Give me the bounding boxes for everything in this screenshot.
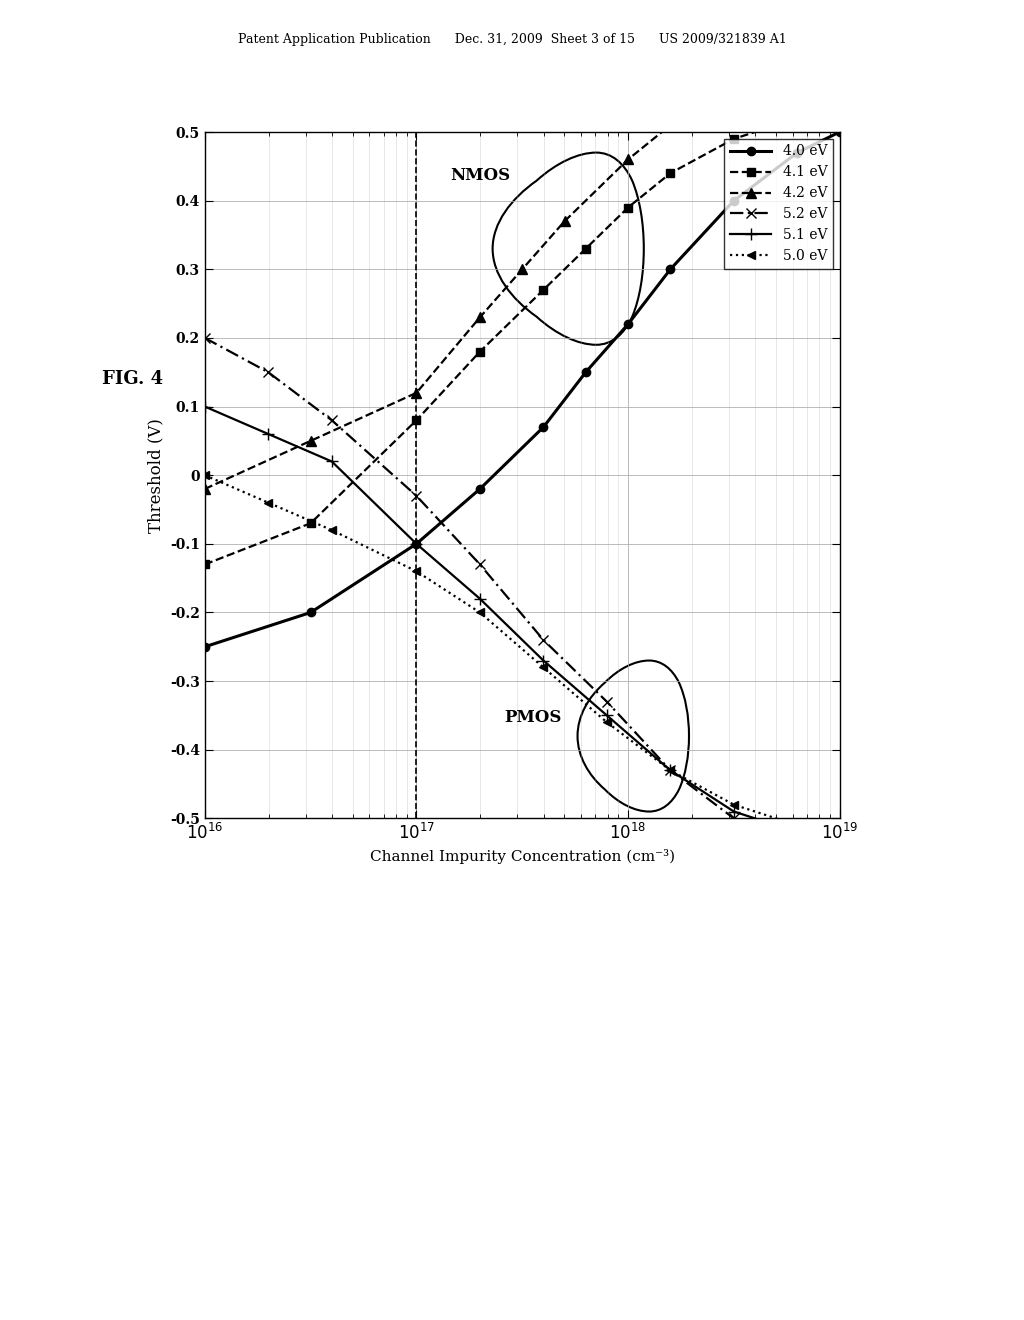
4.2 eV xyxy=(411,385,423,401)
4.1 eV xyxy=(538,282,550,298)
Y-axis label: Threshold (V): Threshold (V) xyxy=(147,417,165,533)
4.2 eV xyxy=(558,214,570,230)
Text: PMOS: PMOS xyxy=(504,709,561,726)
5.0 eV xyxy=(601,714,613,730)
4.1 eV xyxy=(580,240,592,256)
4.0 eV xyxy=(474,480,486,496)
4.1 eV xyxy=(304,515,316,531)
4.0 eV xyxy=(411,536,423,552)
5.1 eV xyxy=(792,824,804,840)
5.2 eV xyxy=(262,364,274,380)
4.1 eV xyxy=(622,199,634,215)
4.0 eV xyxy=(580,364,592,380)
X-axis label: Channel Impurity Concentration (cm⁻³): Channel Impurity Concentration (cm⁻³) xyxy=(370,849,675,863)
Line: 4.0 eV: 4.0 eV xyxy=(201,128,844,651)
Line: 4.1 eV: 4.1 eV xyxy=(201,100,844,569)
4.1 eV xyxy=(411,412,423,428)
4.1 eV xyxy=(728,131,740,147)
5.2 eV xyxy=(199,330,211,346)
4.0 eV xyxy=(622,317,634,333)
Text: FIG. 4: FIG. 4 xyxy=(102,370,164,388)
5.0 eV xyxy=(538,660,550,676)
5.2 eV xyxy=(601,694,613,710)
4.0 eV xyxy=(834,124,846,140)
5.0 eV xyxy=(728,797,740,813)
4.2 eV xyxy=(728,90,740,106)
5.0 eV xyxy=(411,564,423,579)
5.1 eV xyxy=(538,652,550,668)
4.1 eV xyxy=(665,165,677,181)
5.2 eV xyxy=(538,632,550,648)
4.1 eV xyxy=(199,557,211,573)
5.0 eV xyxy=(199,467,211,483)
4.2 eV xyxy=(516,261,528,277)
5.2 eV xyxy=(728,810,740,826)
5.1 eV xyxy=(834,838,846,854)
4.0 eV xyxy=(728,193,740,209)
4.1 eV xyxy=(474,343,486,359)
5.0 eV xyxy=(262,495,274,511)
Text: NMOS: NMOS xyxy=(450,168,510,183)
4.1 eV xyxy=(792,111,804,127)
4.0 eV xyxy=(665,261,677,277)
5.0 eV xyxy=(665,763,677,779)
5.1 eV xyxy=(199,399,211,414)
5.1 eV xyxy=(474,591,486,607)
5.1 eV xyxy=(411,536,423,552)
4.2 eV xyxy=(474,309,486,325)
Text: Patent Application Publication      Dec. 31, 2009  Sheet 3 of 15      US 2009/32: Patent Application Publication Dec. 31, … xyxy=(238,33,786,46)
5.0 eV xyxy=(834,832,846,847)
5.2 eV xyxy=(834,858,846,874)
4.0 eV xyxy=(304,605,316,620)
5.0 eV xyxy=(474,605,486,620)
5.2 eV xyxy=(411,488,423,504)
4.0 eV xyxy=(538,420,550,436)
4.0 eV xyxy=(792,145,804,161)
4.2 eV xyxy=(622,152,634,168)
5.2 eV xyxy=(665,763,677,779)
5.2 eV xyxy=(326,412,338,428)
Line: 5.0 eV: 5.0 eV xyxy=(201,471,844,843)
5.0 eV xyxy=(792,817,804,833)
5.1 eV xyxy=(326,454,338,470)
5.2 eV xyxy=(792,838,804,854)
5.1 eV xyxy=(728,804,740,820)
4.2 eV xyxy=(199,480,211,496)
5.0 eV xyxy=(326,523,338,539)
4.1 eV xyxy=(834,96,846,112)
Line: 5.1 eV: 5.1 eV xyxy=(200,401,845,851)
5.1 eV xyxy=(601,708,613,723)
Line: 4.2 eV: 4.2 eV xyxy=(200,92,738,494)
4.0 eV xyxy=(199,639,211,655)
Line: 5.2 eV: 5.2 eV xyxy=(200,333,845,871)
5.2 eV xyxy=(474,557,486,573)
Legend: 4.0 eV, 4.1 eV, 4.2 eV, 5.2 eV, 5.1 eV, 5.0 eV: 4.0 eV, 4.1 eV, 4.2 eV, 5.2 eV, 5.1 eV, … xyxy=(724,139,833,269)
4.2 eV xyxy=(304,433,316,449)
4.2 eV xyxy=(665,117,677,133)
5.1 eV xyxy=(262,426,274,442)
5.1 eV xyxy=(665,763,677,779)
